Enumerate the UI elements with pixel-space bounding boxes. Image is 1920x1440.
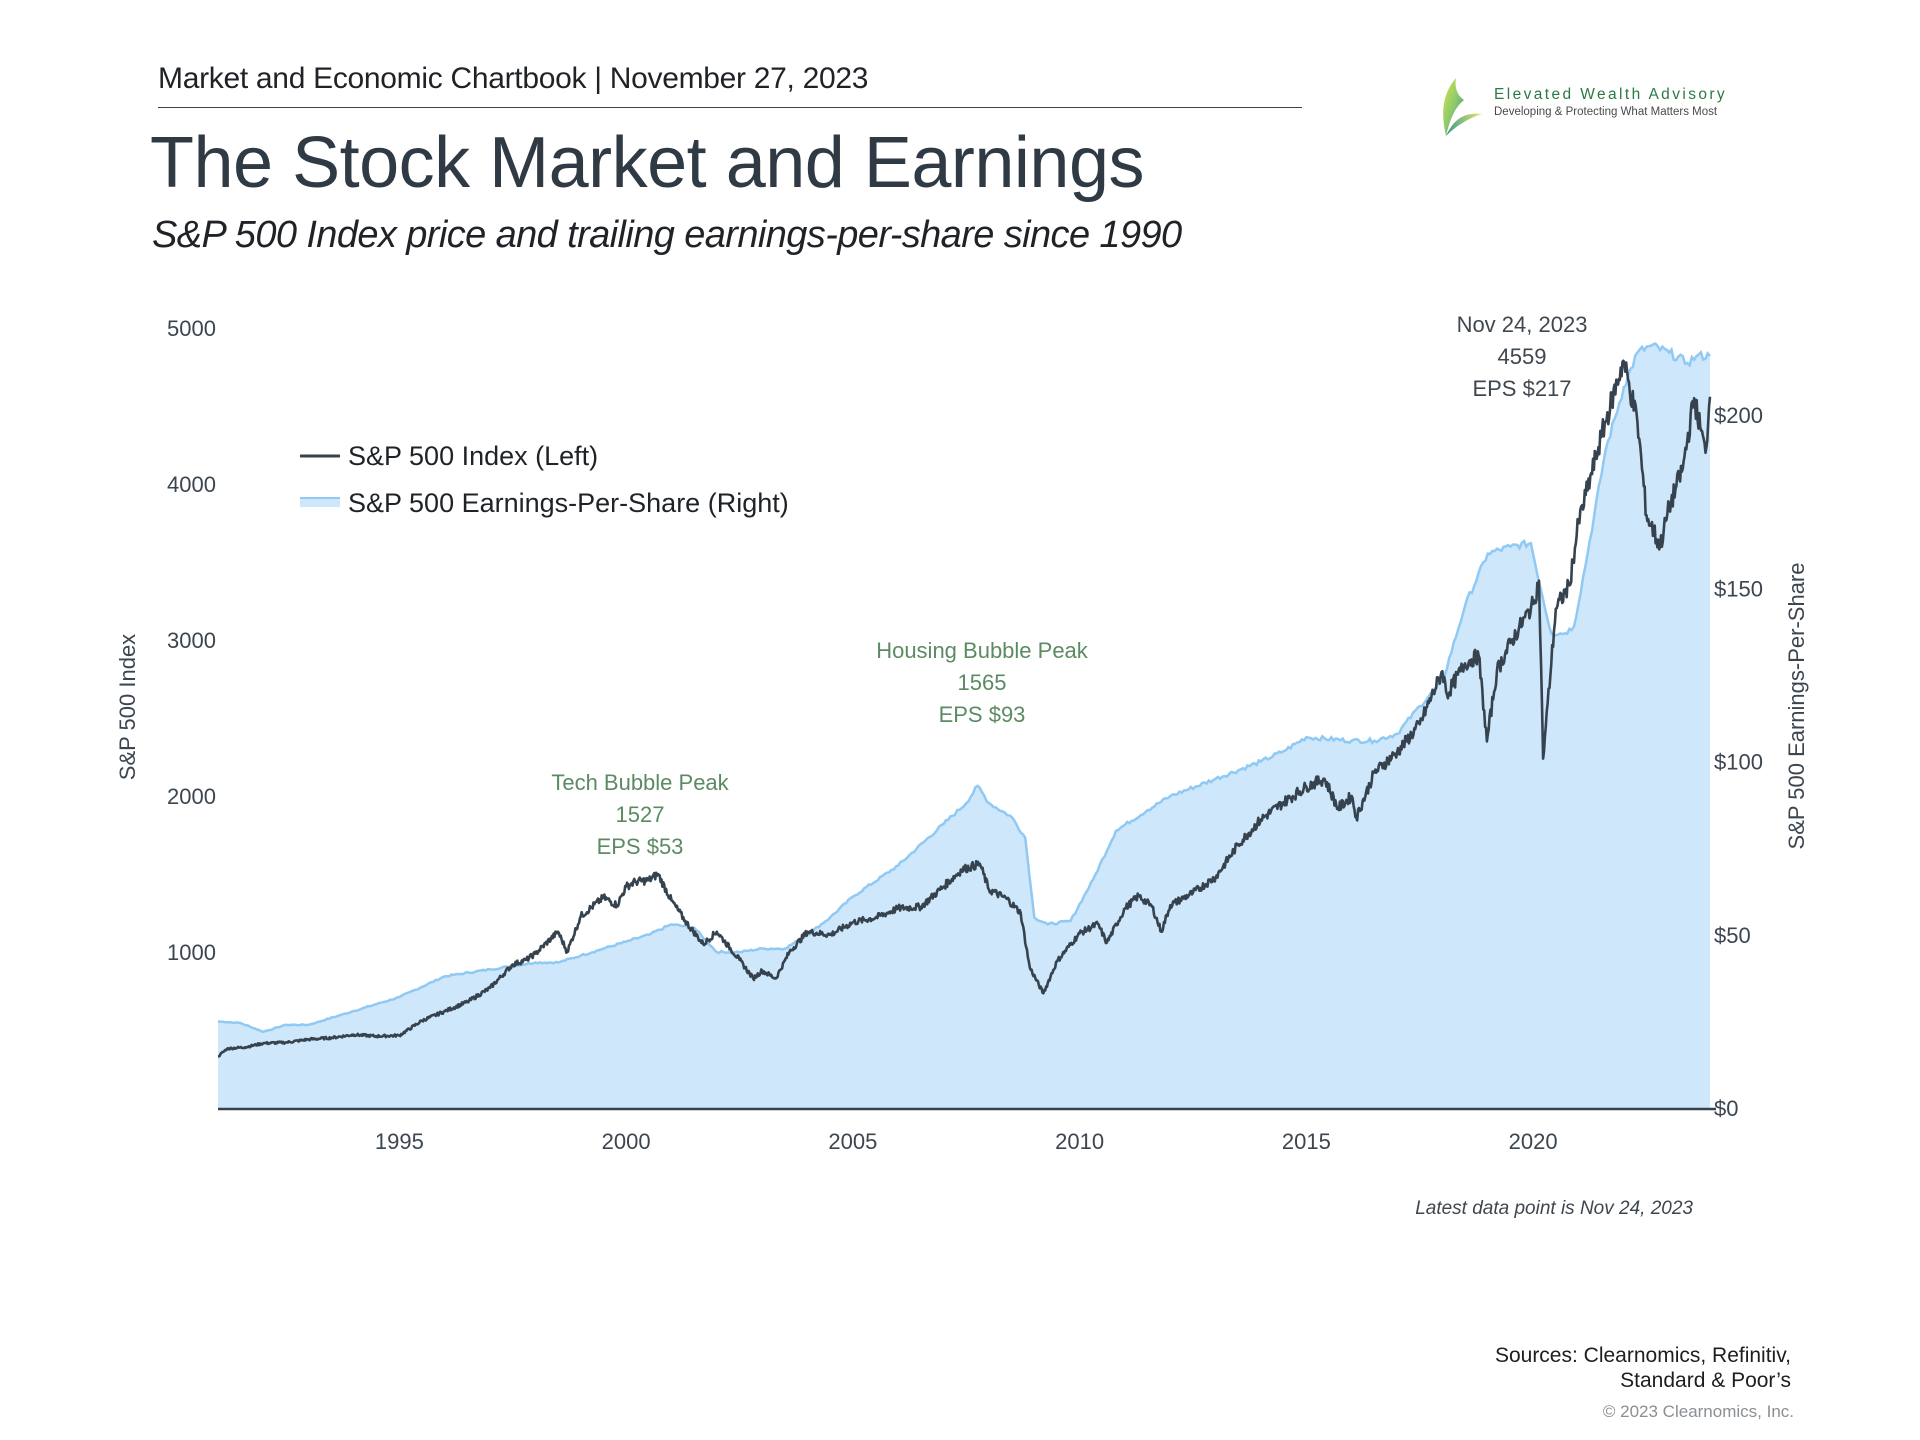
annotation-eps: EPS $53 <box>597 834 684 859</box>
eps-line <box>217 342 1711 1034</box>
page-title: The Stock Market and Earnings <box>150 123 1145 203</box>
sources-line-2: Standard & Poor’s <box>1620 1369 1791 1392</box>
y-axis-label-left: S&P 500 Index <box>115 634 140 780</box>
y-left-tick-label: 2000 <box>167 784 216 809</box>
annotation-eps: EPS $217 <box>1472 376 1571 401</box>
chartbook-header: Market and Economic Chartbook | November… <box>158 62 869 95</box>
brand-logo: Elevated Wealth Advisory Developing & Pr… <box>1436 74 1796 144</box>
annotation-value: 1565 <box>958 670 1007 695</box>
y-right-tick-label: $0 <box>1714 1096 1738 1121</box>
annotation-value: 4559 <box>1498 344 1547 369</box>
latest-data-note: Latest data point is Nov 24, 2023 <box>1415 1198 1693 1219</box>
eps-area <box>218 343 1710 1108</box>
x-tick-label: 2010 <box>1055 1129 1104 1154</box>
annotation-label: Tech Bubble Peak <box>551 770 729 795</box>
index-line <box>217 359 1712 1058</box>
legend-swatch-eps <box>300 498 340 507</box>
y-right-tick-label: $100 <box>1714 750 1763 775</box>
logo-tagline: Developing & Protecting What Matters Mos… <box>1494 106 1718 118</box>
annotation-label: Housing Bubble Peak <box>876 638 1089 663</box>
x-tick-label: 2005 <box>828 1129 877 1154</box>
annotation: Tech Bubble Peak 1527 EPS $53 <box>551 770 729 859</box>
y-left-tick-label: 5000 <box>167 316 216 341</box>
logo-name: Elevated Wealth Advisory <box>1494 86 1728 103</box>
x-tick-label: 2020 <box>1509 1129 1558 1154</box>
annotation-label: Nov 24, 2023 <box>1457 312 1588 337</box>
annotation-eps: EPS $93 <box>939 702 1026 727</box>
y-left-tick-label: 3000 <box>167 628 216 653</box>
legend: S&P 500 Index (Left) S&P 500 Earnings-Per… <box>300 441 789 518</box>
header-divider <box>158 107 1302 108</box>
page-subtitle: S&P 500 Index price and trailing earning… <box>152 214 1182 256</box>
x-tick-label: 1995 <box>375 1129 424 1154</box>
annotation: Nov 24, 2023 4559 EPS $217 <box>1457 312 1588 401</box>
x-tick-label: 2000 <box>602 1129 651 1154</box>
y-left-tick-label: 1000 <box>167 940 216 965</box>
annotation-value: 1527 <box>616 802 665 827</box>
copyright: © 2023 Clearnomics, Inc. <box>1602 1402 1794 1421</box>
y-left-tick-label: 4000 <box>167 472 216 497</box>
legend-label-eps: S&P 500 Earnings-Per-Share (Right) <box>348 488 789 518</box>
leaf-logo-icon <box>1443 78 1482 136</box>
y-right-tick-label: $200 <box>1714 403 1763 428</box>
annotation: Housing Bubble Peak 1565 EPS $93 <box>876 638 1089 727</box>
sources-line-1: Sources: Clearnomics, Refinitiv, <box>1494 1344 1791 1367</box>
y-right-tick-label: $50 <box>1714 923 1751 948</box>
sources: Sources: Clearnomics, Refinitiv, Standar… <box>1495 1343 1791 1393</box>
x-tick-label: 2015 <box>1282 1129 1331 1154</box>
legend-label-index: S&P 500 Index (Left) <box>348 441 598 471</box>
y-axis-label-right: S&P 500 Earnings-Per-Share <box>1784 563 1809 850</box>
y-right-tick-label: $150 <box>1714 576 1763 601</box>
